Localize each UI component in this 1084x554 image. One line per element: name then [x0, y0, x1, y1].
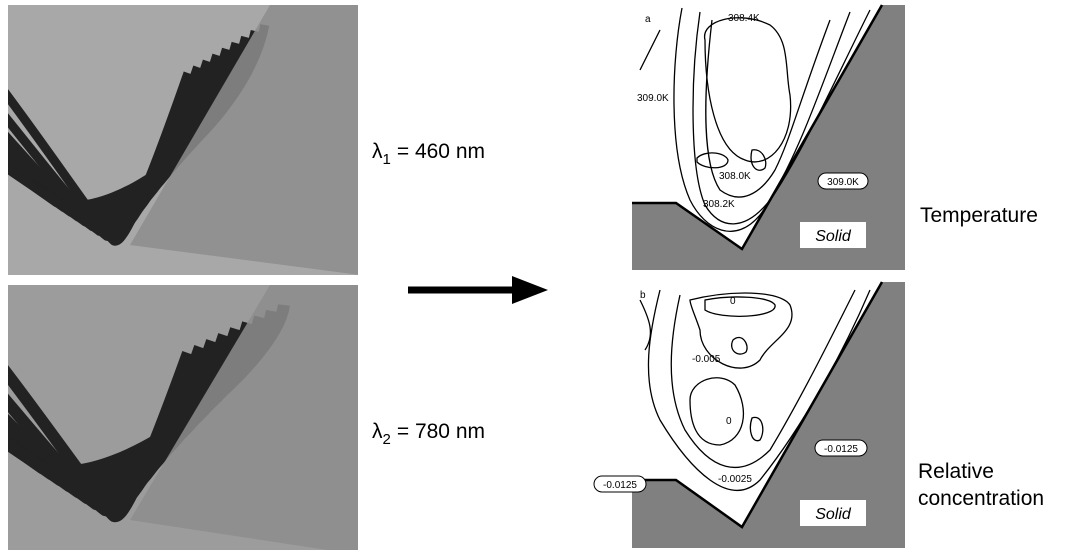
wavelength-label: λ1= 460 nm: [372, 140, 485, 168]
region-label: Solid: [815, 506, 852, 523]
panel-caption: Relative: [918, 460, 994, 483]
contour-label: 308.2K: [703, 199, 735, 210]
region-label: Solid: [815, 228, 852, 245]
panel-letter: b: [640, 290, 646, 301]
wavelength-label: λ2= 780 nm: [372, 420, 485, 448]
figure: λ1= 460 nm λ2= 780 nm a 308.4K 309.0K 30…: [0, 0, 1084, 554]
interferogram-bottom: [0, 285, 360, 554]
contour-label: -0.0125: [824, 444, 858, 455]
contour-label: 309.0K: [827, 177, 859, 188]
contour-panel-a: a 308.4K 309.0K 308.0K 308.2K 309.0K Sol…: [632, 5, 905, 270]
contour-label: 0: [730, 296, 736, 307]
contour-label: -0.005: [692, 354, 721, 365]
arrow: [408, 276, 548, 304]
contour-label: 308.4K: [728, 13, 760, 24]
panel-caption: concentration: [918, 487, 1044, 510]
contour-label: 309.0K: [637, 93, 669, 104]
panel-caption: Temperature: [920, 204, 1038, 227]
contour-label: -0.0125: [603, 480, 637, 491]
interferogram-top: [0, 5, 360, 275]
contour-label: 308.0K: [719, 171, 751, 182]
panel-letter: a: [645, 14, 651, 25]
contour-label: -0.0025: [718, 474, 752, 485]
contour-panel-b: b 0 -0.005 0 -0.0025 -0.0125 -0.0125 Sol…: [594, 280, 905, 548]
contour-label: 0: [726, 416, 732, 427]
